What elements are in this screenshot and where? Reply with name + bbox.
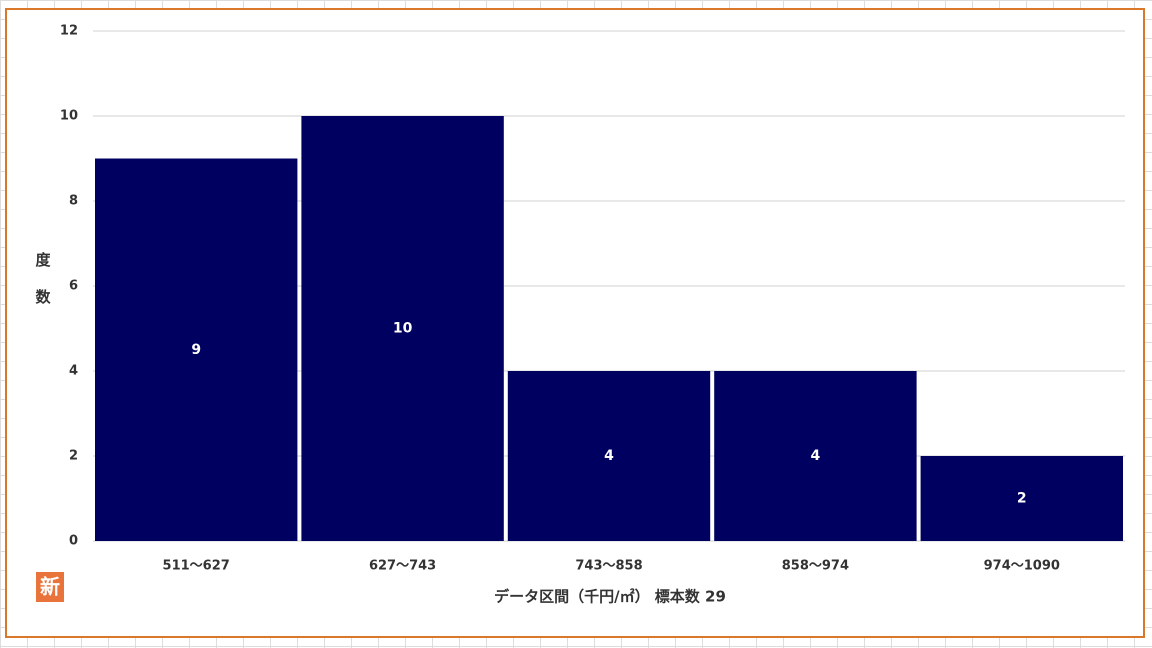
bar — [95, 158, 298, 541]
y-axis-label: 度数 — [34, 251, 52, 326]
x-tick-label: 974～1090 — [984, 559, 1060, 574]
y-tick-label: 2 — [69, 449, 78, 464]
badge-box — [36, 572, 64, 602]
value-label: 4 — [604, 448, 614, 464]
x-tick-label: 627～743 — [369, 559, 436, 574]
y-tick-label: 6 — [69, 279, 78, 294]
value-label: 4 — [811, 448, 821, 464]
bar — [301, 116, 504, 541]
x-axis-label: データ区間（千円/㎡） 標本数 29 — [494, 588, 726, 606]
bar — [714, 371, 917, 541]
value-label: 2 — [1017, 491, 1027, 507]
badge: 新 — [40, 575, 60, 599]
value-label: 10 — [393, 321, 413, 337]
bar — [920, 456, 1123, 541]
bar — [507, 371, 711, 541]
y-tick-label: 0 — [69, 534, 78, 549]
x-tick-label: 511～627 — [163, 559, 230, 574]
y-tick-label: 4 — [69, 364, 78, 379]
y-tick-label: 10 — [60, 109, 78, 124]
x-tick-label: 743～858 — [575, 559, 642, 574]
y-tick-label: 8 — [69, 194, 78, 209]
value-label: 9 — [191, 342, 201, 358]
x-tick-label: 858～974 — [782, 559, 849, 574]
y-tick-label: 12 — [60, 24, 78, 39]
